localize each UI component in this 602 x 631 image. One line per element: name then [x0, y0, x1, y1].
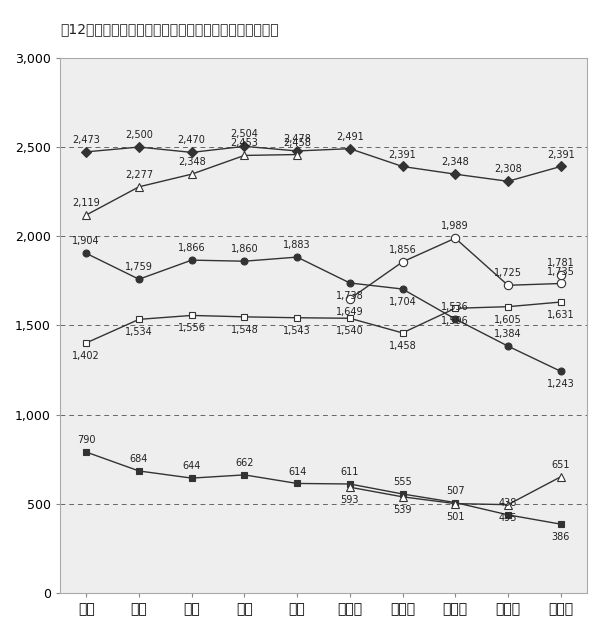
Text: 651: 651 [551, 460, 570, 470]
Text: 614: 614 [288, 466, 306, 476]
Text: 1,989: 1,989 [441, 221, 469, 231]
Text: 555: 555 [393, 477, 412, 487]
Text: 1,458: 1,458 [389, 341, 417, 351]
Text: 1,540: 1,540 [336, 326, 364, 336]
Text: 2,500: 2,500 [125, 130, 153, 140]
Text: 2,119: 2,119 [72, 198, 100, 208]
Text: 1,856: 1,856 [389, 245, 417, 255]
Text: 2,491: 2,491 [336, 132, 364, 142]
Text: 1,243: 1,243 [547, 379, 574, 389]
Text: 2,348: 2,348 [441, 157, 469, 167]
Text: 1,866: 1,866 [178, 243, 205, 253]
Text: 1,735: 1,735 [547, 266, 574, 276]
Text: 1,548: 1,548 [231, 325, 258, 335]
Text: 611: 611 [341, 467, 359, 477]
Text: 2,478: 2,478 [283, 134, 311, 144]
Text: 2,504: 2,504 [231, 129, 258, 139]
Text: 2,458: 2,458 [283, 138, 311, 148]
Text: 2,470: 2,470 [178, 136, 206, 146]
Text: 1,402: 1,402 [72, 351, 100, 361]
Text: 1,534: 1,534 [125, 327, 153, 338]
Text: 438: 438 [498, 498, 517, 508]
Text: 1,759: 1,759 [125, 262, 153, 272]
Text: 2,453: 2,453 [231, 138, 258, 148]
Text: 1,904: 1,904 [72, 237, 100, 247]
Text: 495: 495 [498, 513, 517, 522]
Text: 1,883: 1,883 [284, 240, 311, 250]
Text: 図12　主な産業中分類の年次別製造品出荷額等（億円）: 図12 主な産業中分類の年次別製造品出荷額等（億円） [60, 22, 279, 36]
Text: 1,781: 1,781 [547, 258, 574, 268]
Text: 501: 501 [446, 512, 465, 522]
Text: 593: 593 [341, 495, 359, 505]
Text: 386: 386 [551, 532, 570, 542]
Text: 1,704: 1,704 [389, 297, 417, 307]
Text: 1,738: 1,738 [336, 291, 364, 301]
Text: 2,308: 2,308 [494, 164, 522, 174]
Text: 1,543: 1,543 [283, 326, 311, 336]
Text: 539: 539 [393, 505, 412, 515]
Text: 1,605: 1,605 [494, 315, 522, 325]
Text: 1,596: 1,596 [441, 316, 469, 326]
Text: 662: 662 [235, 458, 253, 468]
Text: 2,391: 2,391 [547, 150, 574, 160]
Text: 1,556: 1,556 [178, 324, 206, 333]
Text: 1,725: 1,725 [494, 268, 522, 278]
Text: 2,391: 2,391 [389, 150, 417, 160]
Text: 1,631: 1,631 [547, 310, 574, 320]
Text: 1,536: 1,536 [441, 302, 469, 312]
Text: 1,384: 1,384 [494, 329, 522, 339]
Text: 790: 790 [77, 435, 96, 445]
Text: 644: 644 [182, 461, 201, 471]
Text: 684: 684 [130, 454, 148, 464]
Text: 2,277: 2,277 [125, 170, 153, 180]
Text: 2,348: 2,348 [178, 157, 205, 167]
Text: 1,860: 1,860 [231, 244, 258, 254]
Text: 1,649: 1,649 [336, 307, 364, 317]
Text: 2,473: 2,473 [72, 135, 100, 145]
Text: 507: 507 [446, 486, 465, 495]
